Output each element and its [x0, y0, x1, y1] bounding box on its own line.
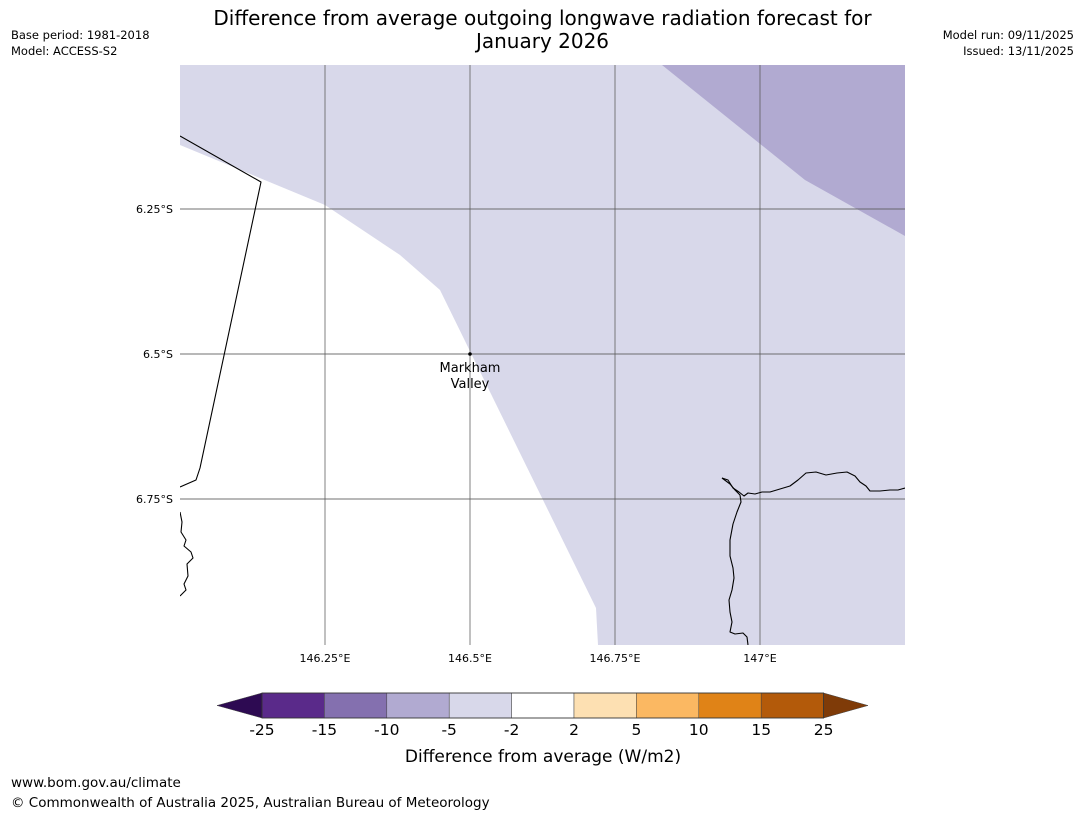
bom-website-link[interactable]: www.bom.gov.au/climate	[11, 775, 181, 791]
colorbar-tick-label: 5	[631, 721, 641, 739]
colorbar-tick-label: -5	[441, 721, 456, 739]
place-label-line-2: Valley	[451, 377, 490, 392]
colorbar-title: Difference from average (W/m2)	[405, 747, 681, 767]
chart-title: Difference from average outgoing longwav…	[180, 7, 905, 53]
model-text: Model: ACCESS-S2	[11, 44, 118, 58]
issued-text: Issued: 13/11/2025	[963, 44, 1074, 58]
lat-label-6-25: 6.25°S	[136, 203, 173, 216]
colorbar-segment	[448, 692, 512, 719]
run-info: Model run: 09/11/2025 Issued: 13/11/2025	[943, 27, 1074, 59]
colorbar-extend-low	[216, 692, 263, 719]
lon-label-146-75: 146.75°E	[590, 652, 641, 665]
longitude-labels: 146.25°E 146.5°E 146.75°E 147°E	[300, 652, 777, 665]
graticule	[180, 65, 905, 645]
lon-label-146-25: 146.25°E	[300, 652, 351, 665]
colorbar-tick-label: 15	[751, 721, 771, 739]
latitude-labels: 6.25°S 6.5°S 6.75°S	[136, 203, 173, 506]
map-panel	[180, 65, 905, 645]
colorbar-segment	[760, 692, 824, 719]
colorbar-segment	[636, 692, 700, 719]
markham-valley-marker	[468, 352, 472, 356]
colorbar-tick-label: 25	[814, 721, 834, 739]
colorbar-segment	[386, 692, 450, 719]
copyright-notice: © Commonwealth of Australia 2025, Austra…	[11, 795, 490, 811]
east-coastline	[721, 471, 905, 497]
colorbar-tick-label: -25	[249, 721, 274, 739]
west-coastline	[180, 511, 194, 597]
river-line	[721, 477, 749, 645]
colorbar-ticks: -25 -15 -10 -5 -2 2 5 10 15 25	[249, 721, 833, 739]
lon-label-146-5: 146.5°E	[448, 652, 492, 665]
base-info: Base period: 1981-2018 Model: ACCESS-S2	[11, 27, 150, 59]
lon-label-147: 147°E	[743, 652, 776, 665]
region-minus5-to-minus2	[180, 65, 905, 645]
colorbar-tick-label: 2	[569, 721, 579, 739]
colorbar-tick-label: -15	[312, 721, 337, 739]
colorbar-tick-label: -10	[374, 721, 399, 739]
province-border	[180, 135, 262, 488]
colorbar-frame	[261, 692, 824, 719]
colorbar-segment	[261, 692, 325, 719]
colorbar-segment	[511, 692, 575, 719]
colorbar-tick-label: -2	[504, 721, 519, 739]
colorbar-segment	[698, 692, 762, 719]
base-period-text: Base period: 1981-2018	[11, 28, 150, 42]
colorbar-extend-high	[823, 692, 869, 719]
lat-label-6-5: 6.5°S	[143, 348, 173, 361]
coastlines	[180, 135, 905, 645]
model-run-text: Model run: 09/11/2025	[942, 28, 1074, 42]
colorbar-segment	[324, 692, 388, 719]
place-label-line-1: Markham	[440, 361, 501, 376]
region-minus10-to-minus5	[662, 65, 905, 236]
lat-label-6-75: 6.75°S	[136, 493, 173, 506]
title-line-2: January 2026	[475, 29, 610, 53]
colorbar-segment	[573, 692, 637, 719]
title-line-1: Difference from average outgoing longwav…	[213, 6, 872, 30]
colorbar-tick-label: 10	[689, 721, 709, 739]
colorbar: -25 -15 -10 -5 -2 2 5 10 15 25 Differenc…	[216, 692, 869, 767]
